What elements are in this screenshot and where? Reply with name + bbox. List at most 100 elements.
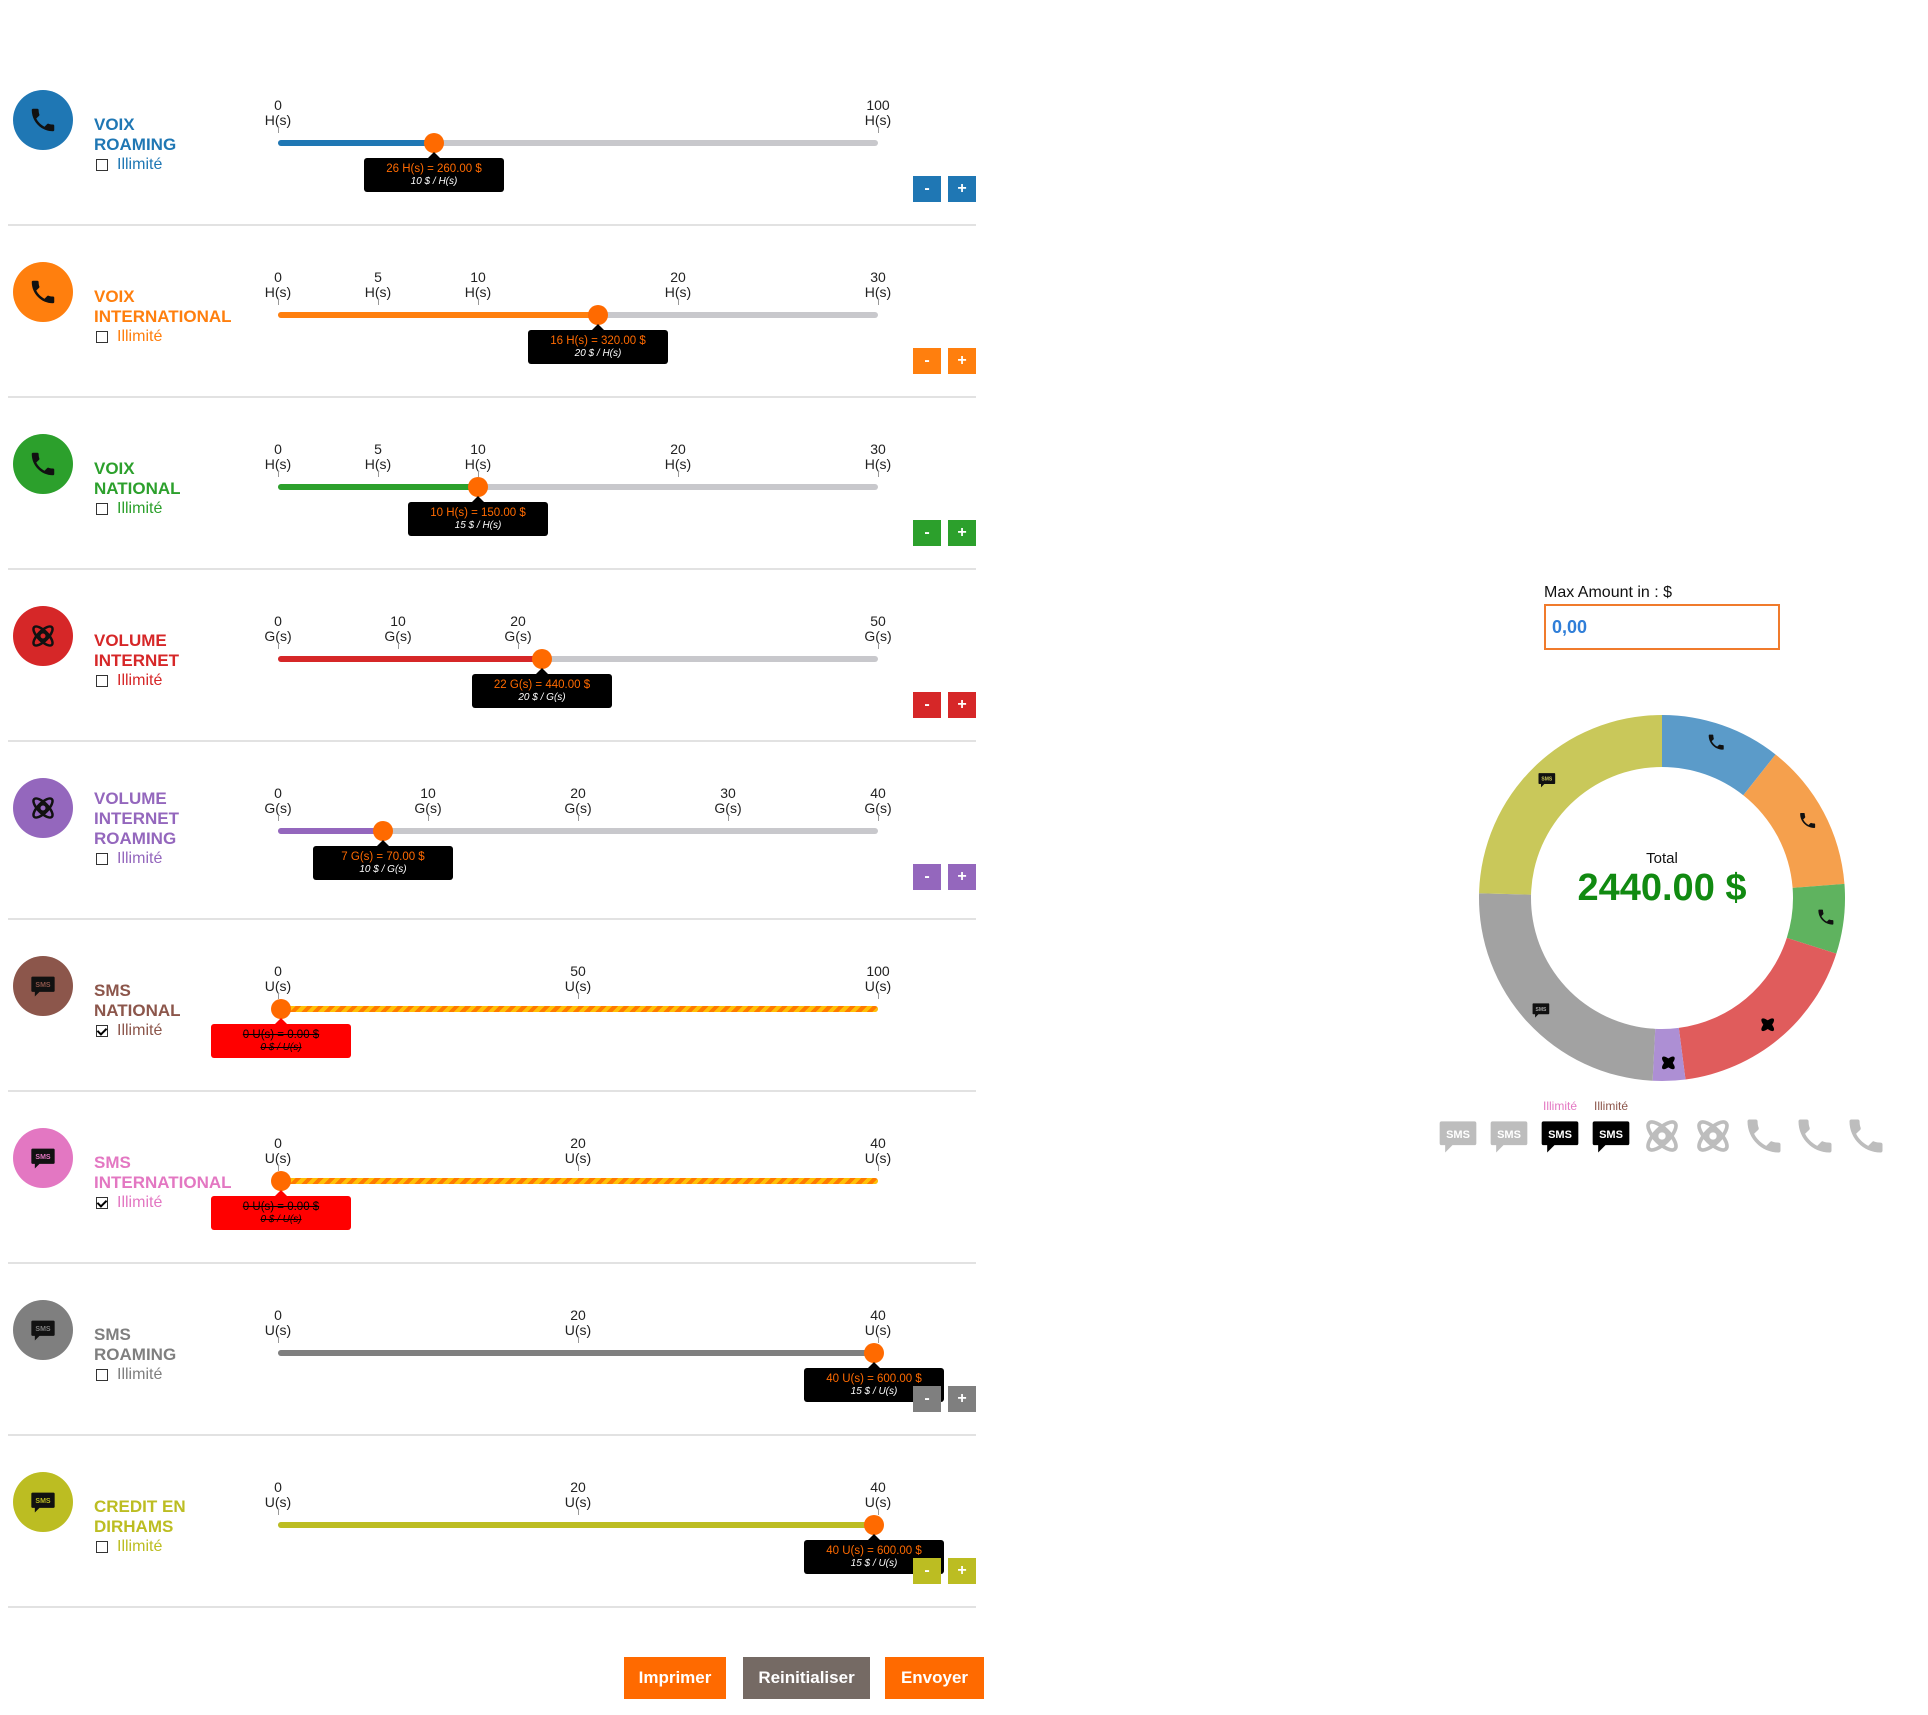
unlimited-toggle[interactable]: Illimité [96, 672, 162, 690]
unlimited-checkbox[interactable] [96, 331, 108, 343]
row-sms-roaming: SMS SMS ROAMING Illimité 0 U(s) 20 U(s) 40 U(s) 40… [8, 1264, 976, 1436]
legend-label [1638, 1098, 1686, 1114]
quantity-slider[interactable]: 0 U(s) 20 U(s) 40 U(s) 0 U(s) = 0.00 $0 $ / U(… [211, 1136, 891, 1256]
slider-track[interactable] [278, 1006, 878, 1012]
slider-fill [278, 656, 542, 662]
unlimited-checkbox[interactable] [96, 1197, 108, 1209]
tick-mark [878, 299, 879, 305]
reset-button[interactable]: Reinitialiser [743, 1657, 870, 1699]
unlimited-toggle[interactable]: Illimité [96, 156, 162, 174]
slider-handle[interactable] [588, 305, 608, 325]
increment-button[interactable]: + [948, 864, 976, 890]
donut-slice-credit-en-dirhams[interactable] [1479, 715, 1662, 895]
tick-mark [278, 643, 279, 649]
quantity-slider[interactable]: 0 U(s) 20 U(s) 40 U(s) 40 U(s) = 600.00 $15 $ … [265, 1480, 944, 1600]
tick-mark [878, 1509, 879, 1515]
slider-handle[interactable] [532, 649, 552, 669]
tick-unit: G(s) [264, 628, 292, 644]
legend-item-phone[interactable] [1842, 1098, 1890, 1163]
unlimited-toggle[interactable]: Illimité [96, 328, 162, 346]
unlimited-checkbox[interactable] [96, 675, 108, 687]
unlimited-toggle[interactable]: Illimité [96, 1022, 162, 1040]
unlimited-label: Illimité [117, 156, 163, 173]
slider-handle[interactable] [373, 821, 393, 841]
svg-text:SMS: SMS [1548, 1129, 1572, 1141]
unlimited-toggle[interactable]: Illimité [96, 1366, 162, 1384]
donut-slice-voix-international[interactable] [1743, 754, 1845, 888]
legend-item-phone[interactable] [1791, 1098, 1839, 1163]
unlimited-checkbox[interactable] [96, 1541, 108, 1553]
unlimited-toggle[interactable]: Illimité [96, 1538, 162, 1556]
tick-label: 5 H(s) [358, 270, 398, 300]
increment-button[interactable]: + [948, 692, 976, 718]
slider-track[interactable] [278, 312, 878, 318]
quantity-slider[interactable]: 0 H(s) 100 H(s) 26 H(s) = 260.00 $10 $ / H(s… [265, 98, 891, 218]
quantity-slider[interactable]: 0 H(s) 5 H(s) 10 H(s) 20 H(s) 30 H(s) 10 H(s) = 15… [265, 441, 891, 562]
slider-handle[interactable] [864, 1515, 884, 1535]
slider-handle[interactable] [271, 999, 291, 1019]
print-button[interactable]: Imprimer [624, 1657, 726, 1699]
legend-item-sms[interactable]: SMS [1434, 1098, 1482, 1163]
decrement-button[interactable]: - [913, 1386, 941, 1412]
max-amount-input[interactable] [1544, 604, 1780, 650]
increment-button[interactable]: + [948, 176, 976, 202]
slider-track[interactable] [278, 140, 878, 146]
donut-slice-voix-roaming[interactable] [1662, 715, 1776, 796]
decrement-button[interactable]: - [913, 692, 941, 718]
unlimited-checkbox[interactable] [96, 853, 108, 865]
legend-item-globe[interactable] [1638, 1098, 1686, 1163]
tick-mark [878, 993, 879, 999]
unlimited-checkbox[interactable] [96, 503, 108, 515]
slider-fill [278, 140, 434, 146]
quantity-slider[interactable]: 0 U(s) 50 U(s) 100 U(s) 0 U(s) = 0.00 $0 $ / U… [211, 964, 891, 1084]
unlimited-checkbox[interactable] [96, 159, 108, 171]
quantity-slider[interactable]: 0 G(s) 10 G(s) 20 G(s) 30 G(s) 40 G(s) 7 G(s) = 70… [264, 786, 892, 906]
send-button[interactable]: Envoyer [885, 1657, 984, 1699]
donut-slice-voix-national[interactable] [1786, 883, 1845, 954]
increment-button[interactable]: + [948, 348, 976, 374]
tick-unit: H(s) [664, 284, 692, 300]
quantity-slider[interactable]: 0 U(s) 20 U(s) 40 U(s) 40 U(s) = 600.00 $15 $ … [265, 1308, 944, 1428]
tick-value: 0 [274, 1307, 282, 1323]
donut-slice-volume-internet-roaming[interactable] [1652, 1027, 1686, 1081]
decrement-button[interactable]: - [913, 348, 941, 374]
legend-item-sms[interactable]: SMS [1485, 1098, 1533, 1163]
legend-item-globe[interactable] [1689, 1098, 1737, 1163]
row-sms-national: SMS SMS NATIONAL Illimité 0 U(s) 50 U(s) 100 U(s)… [8, 920, 976, 1092]
increment-button[interactable]: + [948, 1558, 976, 1584]
quantity-slider[interactable]: 0 H(s) 5 H(s) 10 H(s) 20 H(s) 30 H(s) 16 H(s) = 32… [265, 270, 891, 390]
decrement-button[interactable]: - [913, 1558, 941, 1584]
legend-item-sms[interactable]: Illimité SMS [1536, 1098, 1584, 1163]
legend-item-sms[interactable]: Illimité SMS [1587, 1098, 1635, 1163]
decrement-button[interactable]: - [913, 176, 941, 202]
donut-slice-sms-roaming[interactable] [1479, 893, 1656, 1081]
slider-track[interactable] [278, 656, 878, 662]
slider-track[interactable] [278, 1522, 878, 1528]
unlimited-checkbox[interactable] [96, 1025, 108, 1037]
legend-item-phone[interactable] [1740, 1098, 1788, 1163]
quantity-slider[interactable]: 0 G(s) 10 G(s) 20 G(s) 50 G(s) 22 G(s) = 440.00 … [264, 614, 892, 734]
unlimited-checkbox[interactable] [96, 1369, 108, 1381]
unlimited-toggle[interactable]: Illimité [96, 850, 162, 868]
unlimited-toggle[interactable]: Illimité [96, 500, 162, 518]
slider-track[interactable] [278, 1350, 878, 1356]
slider-handle[interactable] [468, 477, 488, 497]
tick-unit: H(s) [264, 112, 292, 128]
tick-value: 5 [374, 441, 382, 457]
service-title-line: VOLUME [94, 789, 167, 808]
slider-track[interactable] [278, 484, 878, 490]
unlimited-label: Illimité [117, 1194, 163, 1211]
slider-handle[interactable] [424, 133, 444, 153]
increment-button[interactable]: + [948, 520, 976, 546]
increment-button[interactable]: + [948, 1386, 976, 1412]
globe-icon [1638, 1114, 1686, 1163]
tick-unit: U(s) [564, 1150, 592, 1166]
slider-handle[interactable] [864, 1343, 884, 1363]
slider-track[interactable] [278, 1178, 878, 1184]
donut-slice-volume-internet[interactable] [1678, 937, 1837, 1080]
decrement-button[interactable]: - [913, 864, 941, 890]
decrement-button[interactable]: - [913, 520, 941, 546]
slider-handle[interactable] [271, 1171, 291, 1191]
slider-track[interactable] [278, 828, 878, 834]
unlimited-toggle[interactable]: Illimité [96, 1194, 162, 1212]
